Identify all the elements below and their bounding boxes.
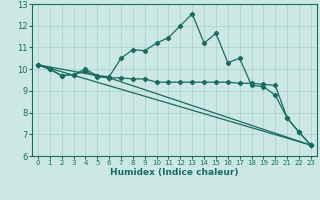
X-axis label: Humidex (Indice chaleur): Humidex (Indice chaleur)	[110, 168, 239, 177]
